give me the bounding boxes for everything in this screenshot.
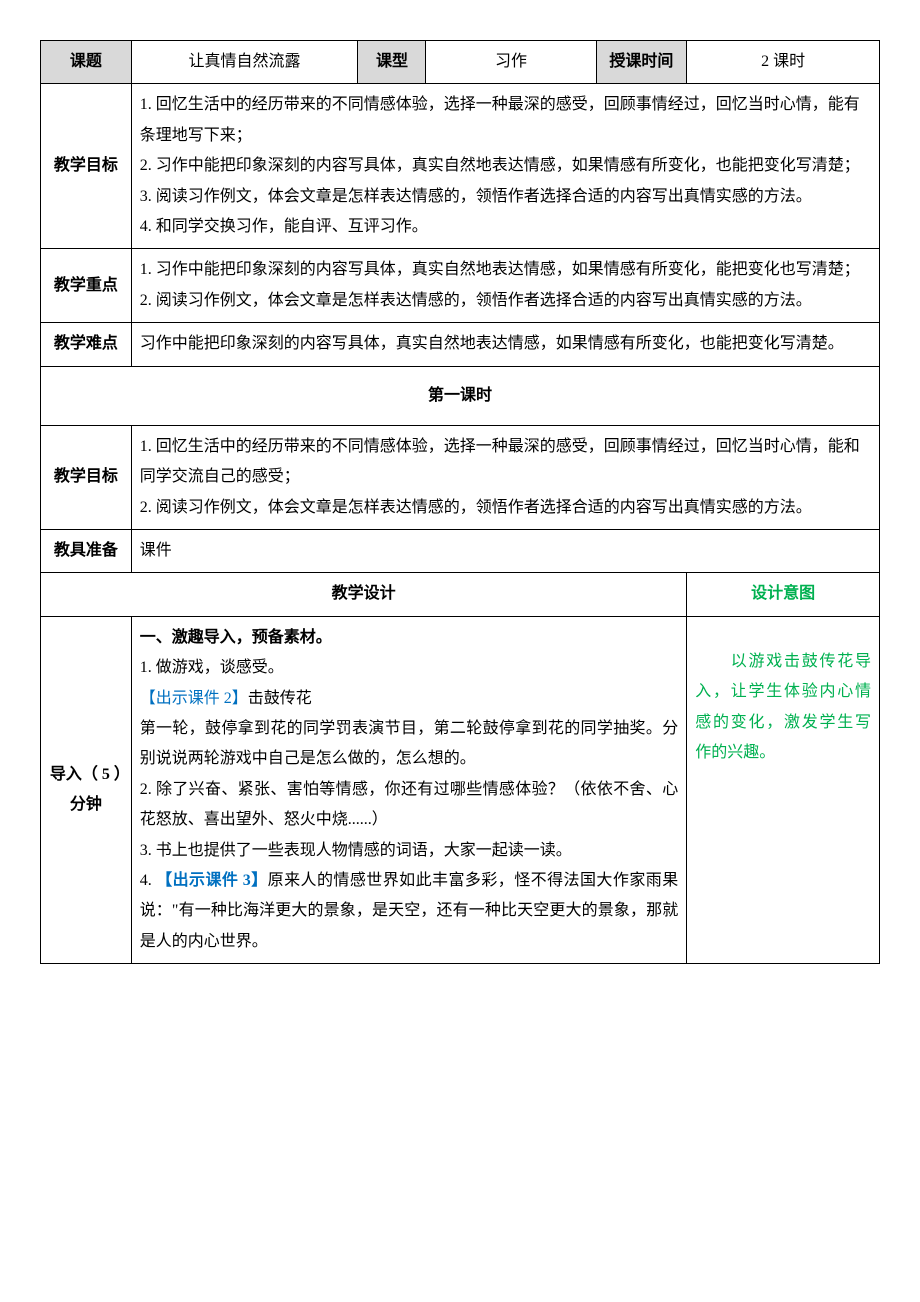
label-objectives: 教学目标 [41,84,132,249]
intro-heading: 一、激趣导入，预备素材。 [140,629,332,646]
intro-l2: 1. 做游戏，谈感受。 [140,659,284,676]
hdr-topic-value: 让真情自然流露 [131,41,358,84]
lesson-plan-table: 课题 让真情自然流露 课型 习作 授课时间 2 课时 教学目标 1. 回忆生活中… [40,40,880,964]
label-intro: 导入（ 5 ）分钟 [41,616,132,963]
intro-l4: 第一轮，鼓停拿到花的同学罚表演节目，第二轮鼓停拿到花的同学抽奖。分别说说两轮游戏… [140,720,679,767]
hdr-time-label: 授课时间 [596,41,687,84]
intro-slide2-text: 击鼓传花 [248,690,312,707]
content-keypoints: 1. 习作中能把印象深刻的内容写具体，真实自然地表达情感，如果情感有所变化，能把… [131,249,879,323]
hdr-time-value: 2 课时 [687,41,880,84]
content-materials: 课件 [131,530,879,573]
hdr-topic-label: 课题 [41,41,132,84]
label-difficulties: 教学难点 [41,323,132,366]
section-title-lesson1: 第一课时 [41,366,880,425]
label-keypoints: 教学重点 [41,249,132,323]
intro-l7a: 4. [140,872,156,889]
hdr-type-value: 习作 [426,41,596,84]
intro-l6: 3. 书上也提供了一些表现人物情感的词语，大家一起读一读。 [140,842,572,859]
content-intro: 一、激趣导入，预备素材。 1. 做游戏，谈感受。 【出示课件 2】击鼓传花 第一… [131,616,687,963]
content-objectives: 1. 回忆生活中的经历带来的不同情感体验，选择一种最深的感受，回顾事情经过，回忆… [131,84,879,249]
content-difficulties: 习作中能把印象深刻的内容写具体，真实自然地表达情感，如果情感有所变化，也能把变化… [131,323,879,366]
label-materials: 教具准备 [41,530,132,573]
intro-slide2-tag: 【出示课件 2】 [140,690,248,707]
hdr-type-label: 课型 [358,41,426,84]
intro-l5: 2. 除了兴奋、紧张、害怕等情感，你还有过哪些情感体验？（依依不舍、心花怒放、喜… [140,781,679,828]
intent-intro: 以游戏击鼓传花导入，让学生体验内心情感的变化，激发学生写作的兴趣。 [687,616,880,963]
intro-slide3-tag: 【出示课件 3】 [156,872,268,889]
content-objectives-l1: 1. 回忆生活中的经历带来的不同情感体验，选择一种最深的感受，回顾事情经过，回忆… [131,425,879,529]
label-objectives-l1: 教学目标 [41,425,132,529]
header-design: 教学设计 [41,573,687,616]
header-intent: 设计意图 [687,573,880,616]
